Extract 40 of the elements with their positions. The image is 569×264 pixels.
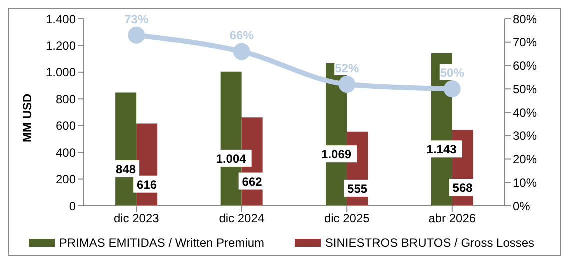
y2-tick-label: 60% [513, 59, 538, 74]
data-label: 50% [440, 66, 465, 80]
legend-label: SINIESTROS BRUTOS / Gross Losses [324, 236, 535, 250]
data-label: 73% [124, 12, 149, 26]
data-label: 662 [242, 174, 263, 189]
point [444, 80, 461, 98]
y-axis-title: MM USD [20, 94, 34, 142]
y2-tick-label: 10% [513, 176, 538, 190]
y2-tick-label: 0% [513, 199, 531, 214]
y-tick-label: 1.000 [46, 66, 76, 80]
data-label: 555 [348, 182, 368, 196]
y-tick-label: 600 [56, 119, 76, 134]
point [233, 43, 250, 60]
x-tick-label: dic 2024 [219, 212, 265, 226]
data-label: 66% [230, 28, 254, 43]
data-label: 1.143 [426, 142, 458, 157]
point [338, 76, 356, 93]
point [128, 26, 146, 44]
x-tick-label: abr 2026 [428, 212, 476, 226]
y-tick-label: 400 [56, 146, 76, 160]
y2-tick-label: 70% [513, 36, 538, 50]
data-label: 848 [116, 162, 136, 176]
data-label: 52% [335, 61, 360, 76]
y2-tick-label: 30% [513, 129, 538, 144]
y2-tick-label: 80% [513, 12, 538, 26]
y-tick-label: 200 [56, 172, 76, 187]
x-tick-label: dic 2025 [324, 212, 370, 226]
x-tick-label: dic 2023 [114, 212, 160, 226]
y-tick-label: 0 [69, 199, 76, 214]
data-label: 616 [137, 178, 158, 192]
y2-tick-label: 20% [513, 152, 538, 167]
y2-tick-label: 50% [513, 82, 538, 96]
y-tick-label: 800 [56, 92, 76, 106]
y-tick-label: 1.200 [46, 38, 76, 53]
legend-label: PRIMAS EMITIDAS / Written Premium [58, 236, 265, 250]
data-label: 568 [452, 181, 474, 196]
data-label: 1.069 [322, 148, 352, 162]
y-tick-label: 1.400 [46, 12, 76, 26]
y2-tick-label: 40% [513, 106, 538, 120]
data-label: 1.004 [216, 152, 247, 166]
